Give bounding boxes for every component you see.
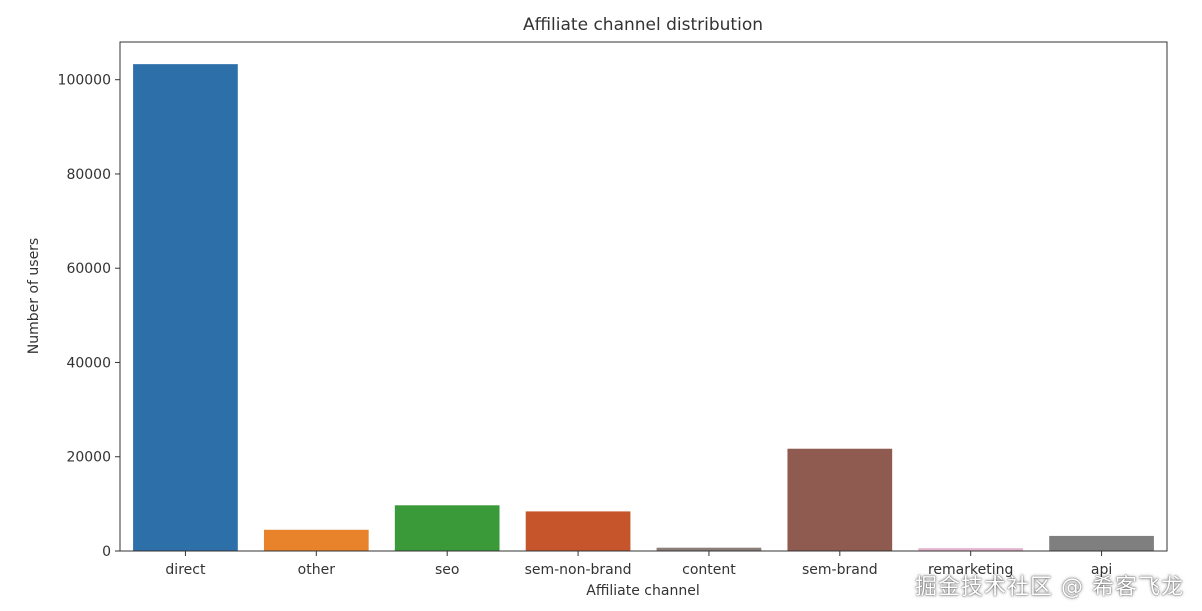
y-tick-label: 40000 [66,355,111,371]
bars-group [133,64,1154,551]
bar-direct [133,64,238,551]
y-tick-label: 20000 [66,450,111,466]
y-axis-label: Number of users [26,238,42,354]
watermark: 掘金技术社区 @ 希客飞龙 [915,575,1184,600]
x-tick-label: other [298,562,336,578]
bar-sem-brand [787,448,893,551]
bar-seo [394,505,500,551]
chart-title: Affiliate channel distribution [523,15,763,35]
y-tick-label: 60000 [66,261,111,277]
y-tick-label: 100000 [58,73,111,89]
plot-frame [119,41,1168,552]
x-tick-label: sem-brand [802,562,878,578]
y-tick-label: 80000 [66,167,111,183]
x-ticks-group: direct other seo sem-non-brand content sem-br… [165,551,1112,578]
x-tick-label: remarketing [928,562,1013,578]
y-ticks-group: 0 20000 40000 60000 80000 100000 [58,73,120,560]
bar-content [656,547,762,551]
x-tick-label: sem-non-brand [525,562,632,578]
bar-sem-non-brand [525,511,631,551]
bar-other [263,529,369,551]
y-tick-label: 0 [102,544,111,560]
x-tick-label: direct [165,562,206,578]
x-axis-label: Affiliate channel [586,583,699,599]
x-tick-label: seo [435,562,459,578]
x-tick-label: api [1091,562,1112,578]
bar-remarketing [918,548,1024,551]
x-tick-label: content [682,562,736,578]
bar-api [1049,535,1154,551]
